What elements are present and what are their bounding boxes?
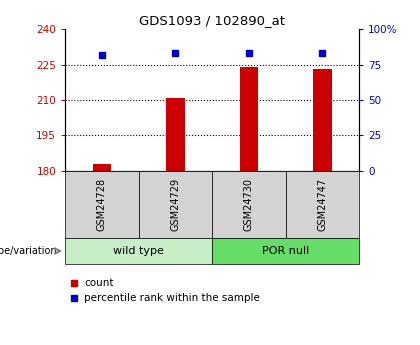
Text: POR null: POR null [262, 246, 309, 256]
Text: GSM24747: GSM24747 [318, 178, 327, 231]
Title: GDS1093 / 102890_at: GDS1093 / 102890_at [139, 14, 285, 27]
Text: percentile rank within the sample: percentile rank within the sample [84, 294, 260, 303]
Text: wild type: wild type [113, 246, 164, 256]
Bar [313, 69, 331, 171]
Bar [286, 171, 359, 238]
Bar [212, 171, 286, 238]
Bar [240, 67, 258, 171]
Bar [93, 164, 111, 171]
Text: GSM24728: GSM24728 [97, 178, 107, 231]
Text: GSM24730: GSM24730 [244, 178, 254, 231]
Bar [65, 171, 139, 238]
Bar [212, 238, 359, 264]
Text: genotype/variation: genotype/variation [0, 246, 57, 256]
Text: count: count [84, 278, 113, 288]
Bar [166, 98, 184, 171]
Bar [139, 171, 212, 238]
Text: GSM24729: GSM24729 [171, 178, 180, 231]
Bar [65, 238, 212, 264]
